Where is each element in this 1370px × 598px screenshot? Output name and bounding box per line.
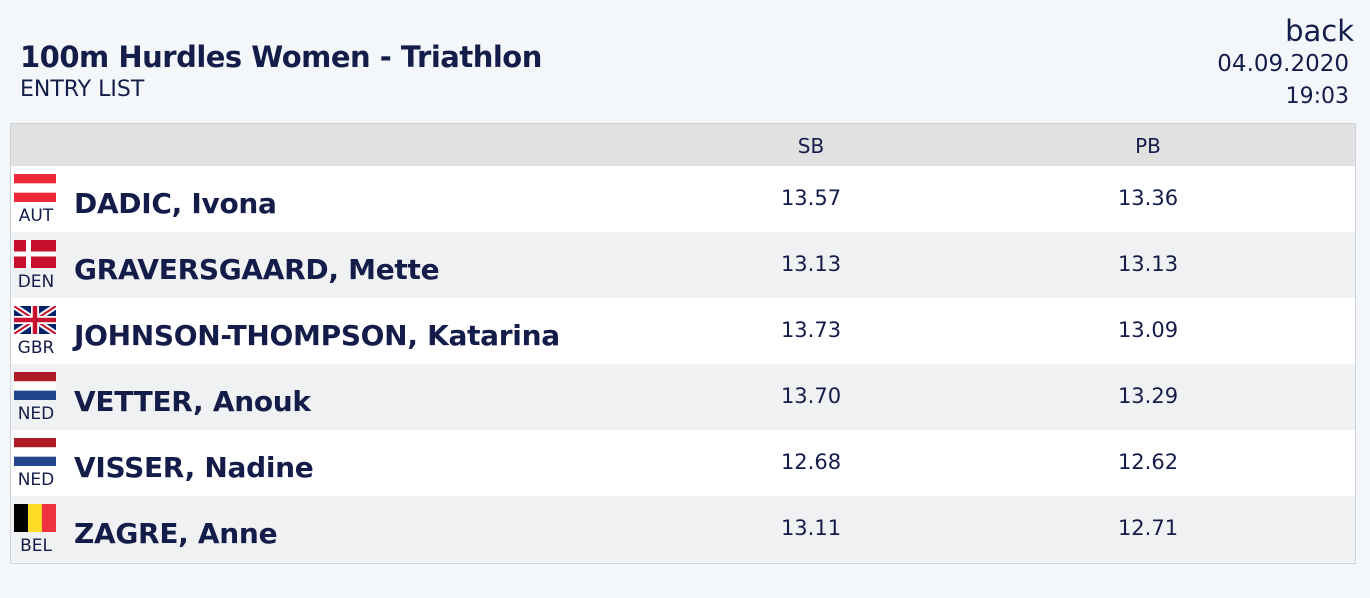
season-best: 13.57	[780, 186, 842, 210]
country-code: DEN	[17, 272, 55, 292]
page-subtitle: ENTRY LIST	[20, 77, 145, 102]
flag-great-britain-icon	[14, 306, 56, 334]
personal-best: 13.09	[1117, 318, 1179, 342]
season-best: 13.13	[780, 252, 842, 276]
personal-best: 13.13	[1117, 252, 1179, 276]
personal-best: 13.29	[1117, 384, 1179, 408]
back-link[interactable]: back	[1285, 14, 1354, 48]
flag-netherlands-icon	[14, 438, 56, 466]
athlete-name: VETTER, Anouk	[74, 385, 311, 418]
athlete-name: ZAGRE, Anne	[74, 517, 278, 550]
table-header: SB PB	[11, 124, 1355, 166]
table-row: DEN GRAVERSGAARD, Mette 13.13 13.13	[11, 232, 1355, 298]
season-best: 13.70	[780, 384, 842, 408]
athlete-name: JOHNSON-THOMPSON, Katarina	[74, 319, 560, 352]
column-header-sb: SB	[797, 134, 825, 158]
flag-netherlands-icon	[14, 372, 56, 400]
country-code: GBR	[17, 338, 55, 358]
athlete-name: DADIC, Ivona	[74, 187, 277, 220]
country-code: AUT	[18, 206, 54, 226]
table-row: GBR JOHNSON-THOMPSON, Katarina 13.73 13.…	[11, 298, 1355, 364]
athlete-name: VISSER, Nadine	[74, 451, 314, 484]
season-best: 13.11	[780, 516, 842, 540]
country-code: NED	[17, 404, 55, 424]
personal-best: 12.71	[1117, 516, 1179, 540]
table-row: NED VISSER, Nadine 12.68 12.62	[11, 430, 1355, 496]
athlete-name: GRAVERSGAARD, Mette	[74, 253, 440, 286]
page-title: 100m Hurdles Women - Triathlon	[20, 40, 542, 74]
personal-best: 13.36	[1117, 186, 1179, 210]
event-time: 19:03	[1285, 84, 1349, 109]
table-row: AUT DADIC, Ivona 13.57 13.36	[11, 166, 1355, 232]
table-row: BEL ZAGRE, Anne 13.11 12.71	[11, 496, 1355, 562]
flag-austria-icon	[14, 174, 56, 202]
country-code: NED	[17, 470, 55, 490]
entry-list-table: SB PB AUT DADIC, Ivona 13.57 13.36 DEN G…	[10, 123, 1356, 564]
personal-best: 12.62	[1117, 450, 1179, 474]
season-best: 12.68	[780, 450, 842, 474]
season-best: 13.73	[780, 318, 842, 342]
table-row: NED VETTER, Anouk 13.70 13.29	[11, 364, 1355, 430]
flag-belgium-icon	[14, 504, 56, 532]
event-date: 04.09.2020	[1217, 51, 1349, 77]
column-header-pb: PB	[1135, 134, 1161, 158]
country-code: BEL	[20, 536, 52, 556]
flag-denmark-icon	[14, 240, 56, 268]
